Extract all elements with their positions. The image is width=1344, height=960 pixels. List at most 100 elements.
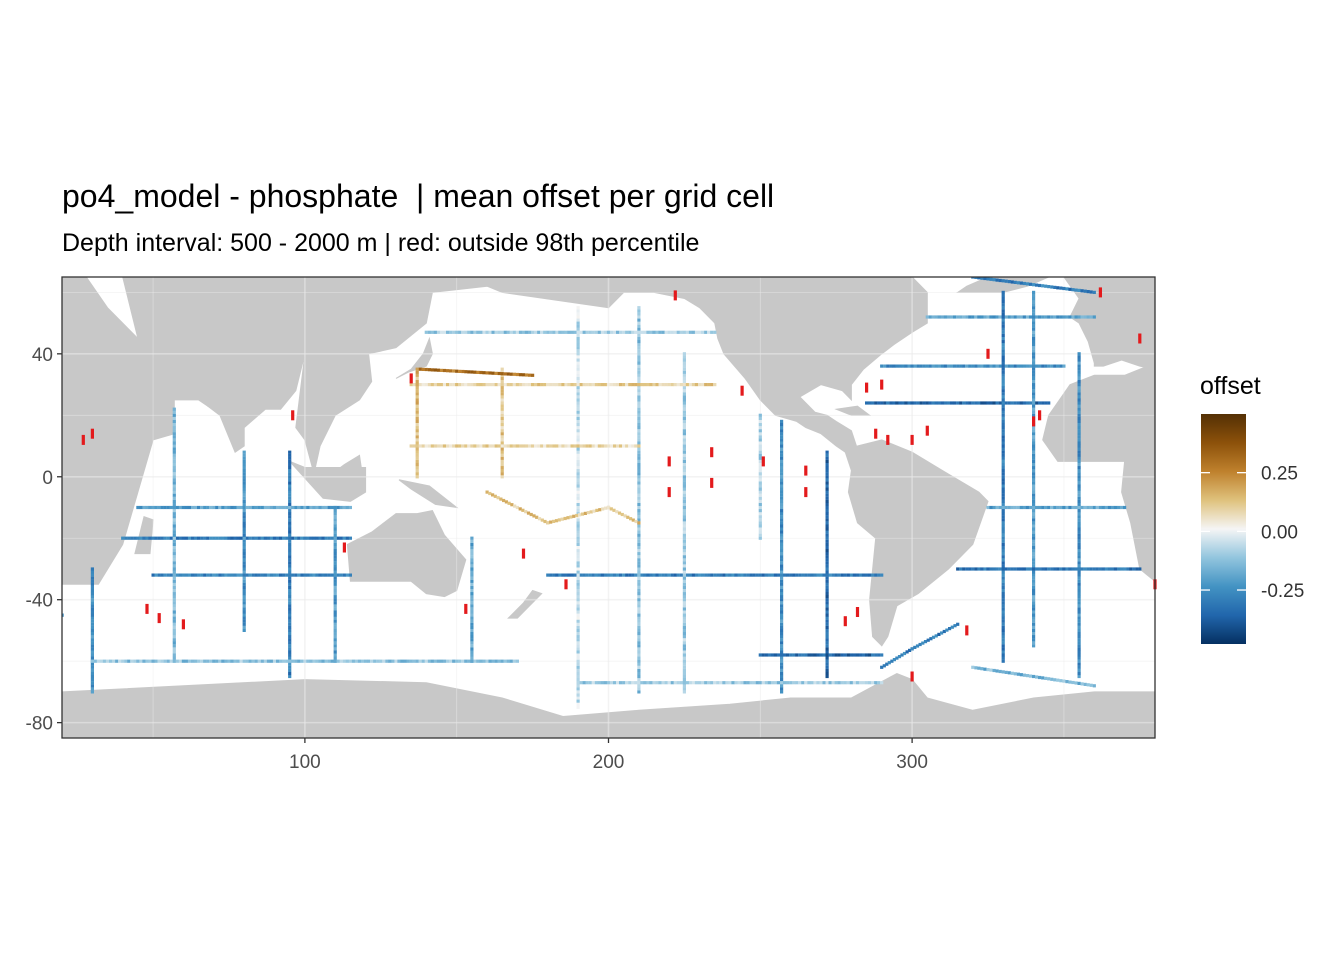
grid-cell	[637, 527, 641, 531]
grid-cell	[242, 555, 246, 559]
grid-cell	[682, 665, 686, 669]
grid-cell	[849, 653, 853, 657]
grid-cell	[1032, 293, 1036, 297]
grid-cell	[242, 465, 246, 470]
grid-cell	[780, 475, 784, 479]
grid-cell	[682, 561, 686, 565]
grid-cell	[628, 681, 632, 685]
grid-cell	[172, 638, 176, 642]
grid-cell	[318, 659, 322, 663]
grid-cell	[980, 364, 984, 368]
grid-cell	[1001, 650, 1005, 654]
grid-cell	[877, 573, 881, 577]
grid-cell	[977, 277, 981, 280]
grid-cell	[946, 315, 951, 319]
y-tick-label-40: 40	[32, 345, 53, 366]
grid-cell	[619, 681, 623, 685]
grid-cell	[825, 542, 829, 546]
grid-cell	[682, 496, 686, 500]
grid-cell	[1032, 343, 1036, 347]
grid-cell	[1022, 401, 1026, 405]
grid-cell	[242, 598, 246, 602]
grid-cell	[172, 438, 176, 442]
grid-cell	[977, 364, 981, 368]
grid-cell	[518, 507, 522, 511]
grid-cell	[500, 422, 504, 427]
grid-cell	[181, 505, 185, 510]
grid-cell	[710, 330, 714, 334]
grid-cell	[172, 533, 176, 537]
grid-cell	[831, 573, 835, 577]
grid-cell	[682, 407, 686, 411]
grid-cell	[1001, 462, 1005, 467]
grid-cell	[682, 644, 686, 648]
grid-cell	[415, 435, 419, 439]
grid-cell	[758, 456, 762, 460]
grid-cell	[637, 638, 641, 642]
grid-cell	[934, 364, 938, 368]
grid-cell	[500, 659, 504, 663]
grid-cell	[415, 469, 419, 473]
grid-cell	[549, 330, 553, 334]
grid-cell	[637, 604, 641, 608]
grid-cell	[1038, 505, 1042, 510]
grid-cell	[780, 518, 784, 522]
grid-cell	[1095, 567, 1099, 571]
grid-cell	[333, 585, 337, 589]
grid-cell	[655, 383, 659, 387]
grid-cell	[807, 653, 811, 657]
grid-cell	[412, 383, 416, 387]
grid-cell	[500, 432, 504, 436]
grid-cell	[470, 610, 474, 614]
grid-cell	[479, 383, 483, 387]
grid-cell	[682, 364, 686, 368]
grid-cell	[661, 573, 665, 577]
grid-cell	[928, 401, 932, 405]
grid-cell	[825, 469, 829, 473]
grid-cell	[570, 573, 574, 577]
grid-cell	[576, 530, 580, 534]
grid-cell	[506, 372, 510, 376]
grid-cell	[661, 330, 665, 334]
grid-cell	[780, 641, 784, 645]
grid-cell	[682, 367, 686, 371]
grid-cell	[825, 462, 829, 467]
grid-cell	[950, 364, 954, 368]
grid-cell	[922, 364, 926, 368]
grid-cell	[1032, 610, 1036, 614]
grid-cell	[758, 432, 762, 436]
grid-cell	[549, 520, 553, 524]
grid-cell	[962, 401, 966, 405]
grid-cell	[421, 383, 425, 387]
grid-cell	[986, 315, 990, 319]
grid-cell	[682, 631, 686, 636]
grid-cell	[682, 619, 686, 623]
grid-cell	[758, 447, 762, 451]
grid-cell	[333, 647, 337, 651]
grid-cell	[1001, 404, 1005, 408]
grid-cell	[1019, 364, 1023, 368]
grid-cell	[758, 502, 762, 506]
grid-cell	[673, 681, 677, 685]
grid-cell	[470, 598, 474, 602]
grid-cell	[576, 668, 580, 672]
grid-cell	[673, 573, 677, 577]
grid-cell	[780, 656, 784, 660]
grid-cell	[242, 588, 246, 593]
grid-cell	[254, 505, 258, 510]
grid-cell	[579, 573, 583, 577]
grid-cell	[452, 659, 456, 663]
grid-cell	[503, 444, 507, 448]
grid-cell	[865, 401, 869, 405]
grid-cell	[576, 628, 580, 632]
grid-cell	[521, 373, 526, 377]
grid-cell	[758, 509, 762, 513]
grid-cell	[172, 450, 176, 454]
grid-cell	[230, 659, 234, 663]
grid-cell	[242, 625, 246, 629]
grid-cell	[1001, 644, 1005, 648]
grid-cell	[682, 690, 686, 694]
grid-cell	[245, 659, 249, 663]
grid-cell	[1053, 567, 1057, 571]
grid-cell	[576, 438, 580, 442]
